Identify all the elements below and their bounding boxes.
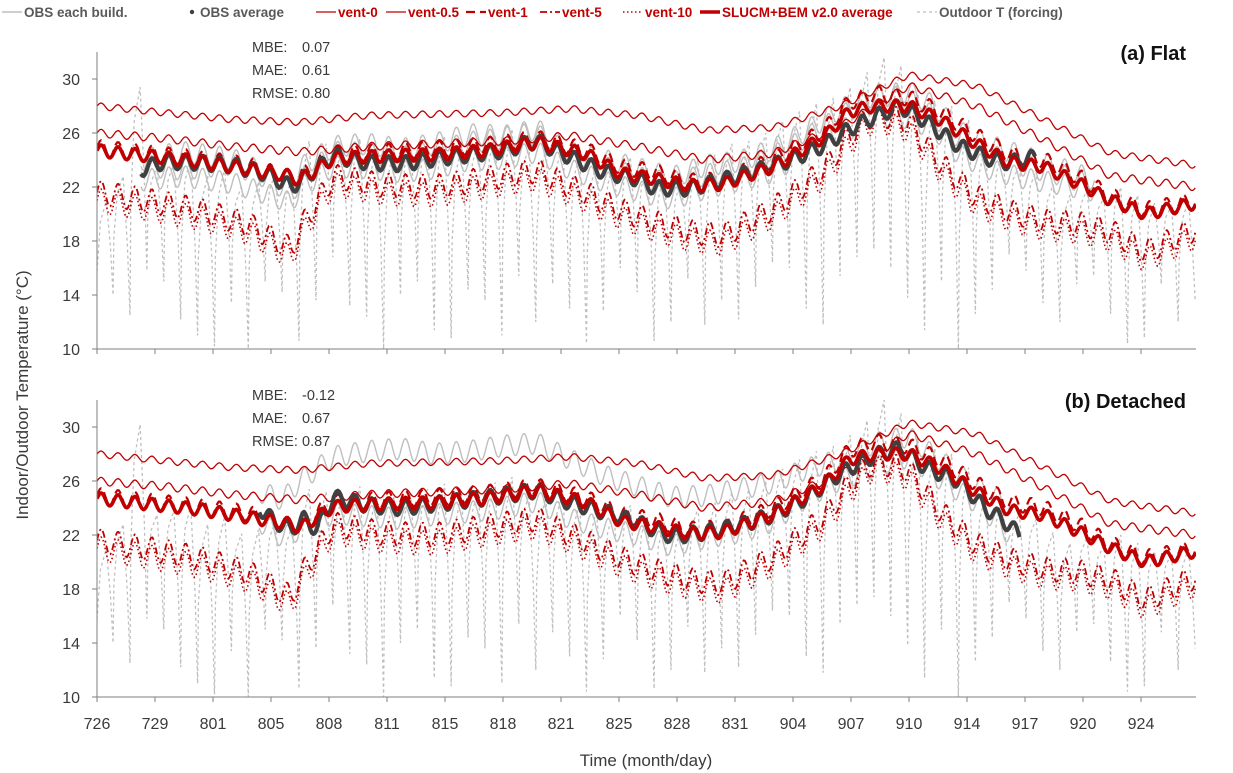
stat-label: MAE: <box>252 411 287 427</box>
legend-label: vent-0 <box>338 5 378 20</box>
stat-label: RMSE: <box>252 434 298 450</box>
y-tick-label: 26 <box>62 126 80 143</box>
stat-value: 0.07 <box>302 40 330 56</box>
stat-label: MAE: <box>252 63 287 79</box>
legend-item-obs-each: OBS each build. <box>2 5 128 20</box>
legend-label: OBS average <box>200 5 285 20</box>
legend-label: vent-5 <box>562 5 602 20</box>
plot-area <box>97 399 1196 697</box>
x-tick-label: 811 <box>374 716 400 733</box>
legend-item-vent5: vent-5 <box>540 5 602 20</box>
legend-label: OBS each build. <box>24 5 128 20</box>
stat-label: MBE: <box>252 388 287 404</box>
panel-detached: 10 14 18 22 26 30 (b) Detached MBE: -0.12 MAE: 0.6… <box>62 388 1196 707</box>
panel-title: (a) Flat <box>1120 43 1186 65</box>
stat-label: RMSE: <box>252 86 298 102</box>
y-tick-label: 18 <box>62 582 80 599</box>
x-tick-label: 825 <box>606 716 633 733</box>
y-tick-label: 10 <box>62 690 80 707</box>
x-tick-label: 815 <box>432 716 459 733</box>
x-axis: 726 729 801 805 808 811 815 818 821 825 828 831 904 9… <box>84 716 1155 733</box>
y-tick-label: 30 <box>62 72 80 89</box>
x-tick-label: 808 <box>316 716 343 733</box>
y-tick-label: 18 <box>62 234 80 251</box>
legend-item-obs-avg: OBS average <box>189 5 285 20</box>
legend-item-vent05: vent-0.5 <box>386 5 460 20</box>
legend-label: vent-0.5 <box>408 5 460 20</box>
legend-item-vent0: vent-0 <box>316 5 378 20</box>
legend-label: vent-10 <box>645 5 692 20</box>
x-tick-label: 805 <box>258 716 285 733</box>
legend-label: Outdoor T (forcing) <box>939 5 1063 20</box>
legend-label: vent-1 <box>488 5 528 20</box>
y-tick-label: 22 <box>62 180 80 197</box>
series-vent5-line <box>97 448 1196 611</box>
legend-item-vent10: vent-10 <box>623 5 692 20</box>
x-tick-label: 828 <box>664 716 691 733</box>
stat-value: -0.12 <box>302 388 335 404</box>
x-axis-label: Time (month/day) <box>580 751 713 770</box>
x-tick-label: 917 <box>1012 716 1039 733</box>
series-vent5-line <box>97 100 1196 263</box>
series-slucm-line <box>97 98 1196 221</box>
legend-swatch <box>189 9 195 15</box>
y-tick-label: 14 <box>62 288 80 305</box>
y-axis-label: Indoor/Outdoor Temperature (°C) <box>13 270 32 519</box>
legend-item-outdoor: Outdoor T (forcing) <box>917 5 1063 20</box>
legend-item-vent1: vent-1 <box>466 5 528 20</box>
x-tick-label: 904 <box>780 716 807 733</box>
x-tick-label: 914 <box>954 716 981 733</box>
plot-area <box>97 57 1196 349</box>
x-tick-label: 831 <box>722 716 749 733</box>
y-tick-label: 10 <box>62 342 80 359</box>
stat-label: MBE: <box>252 40 287 56</box>
series-slucm-line <box>97 446 1196 569</box>
x-tick-label: 920 <box>1070 716 1097 733</box>
stat-value: 0.67 <box>302 411 330 427</box>
series-vent0-line <box>97 71 1196 169</box>
x-tick-label: 821 <box>548 716 575 733</box>
series-vent0-line <box>97 419 1196 517</box>
y-tick-label: 26 <box>62 474 80 491</box>
legend-item-slucm: SLUCM+BEM v2.0 average <box>700 5 893 20</box>
x-tick-label: 729 <box>142 716 169 733</box>
x-tick-label: 910 <box>896 716 923 733</box>
y-tick-label: 30 <box>62 420 80 437</box>
series-vent1-line <box>97 433 1196 566</box>
legend-label: SLUCM+BEM v2.0 average <box>722 5 893 20</box>
stat-value: 0.87 <box>302 434 330 450</box>
series-obs-avg-line <box>139 98 1037 198</box>
panel-flat: 10 14 18 22 26 30 (a) Flat MBE: 0.07 MAE: 0.61RMSE… <box>62 40 1196 359</box>
x-tick-label: 924 <box>1128 716 1155 733</box>
outdoor-temperature-line <box>97 57 1196 349</box>
x-tick-label: 726 <box>84 716 111 733</box>
x-tick-label: 818 <box>490 716 517 733</box>
x-tick-label: 801 <box>200 716 227 733</box>
panel-title: (b) Detached <box>1065 391 1186 413</box>
stat-value: 0.80 <box>302 86 330 102</box>
y-tick-label: 22 <box>62 528 80 545</box>
series-vent05-line <box>97 430 1196 540</box>
legend: OBS each build. OBS average vent-0 vent-0.5… <box>2 5 1063 20</box>
stat-value: 0.61 <box>302 63 330 79</box>
series-vent05-line <box>97 82 1196 192</box>
y-tick-label: 14 <box>62 636 80 653</box>
x-tick-label: 907 <box>838 716 865 733</box>
